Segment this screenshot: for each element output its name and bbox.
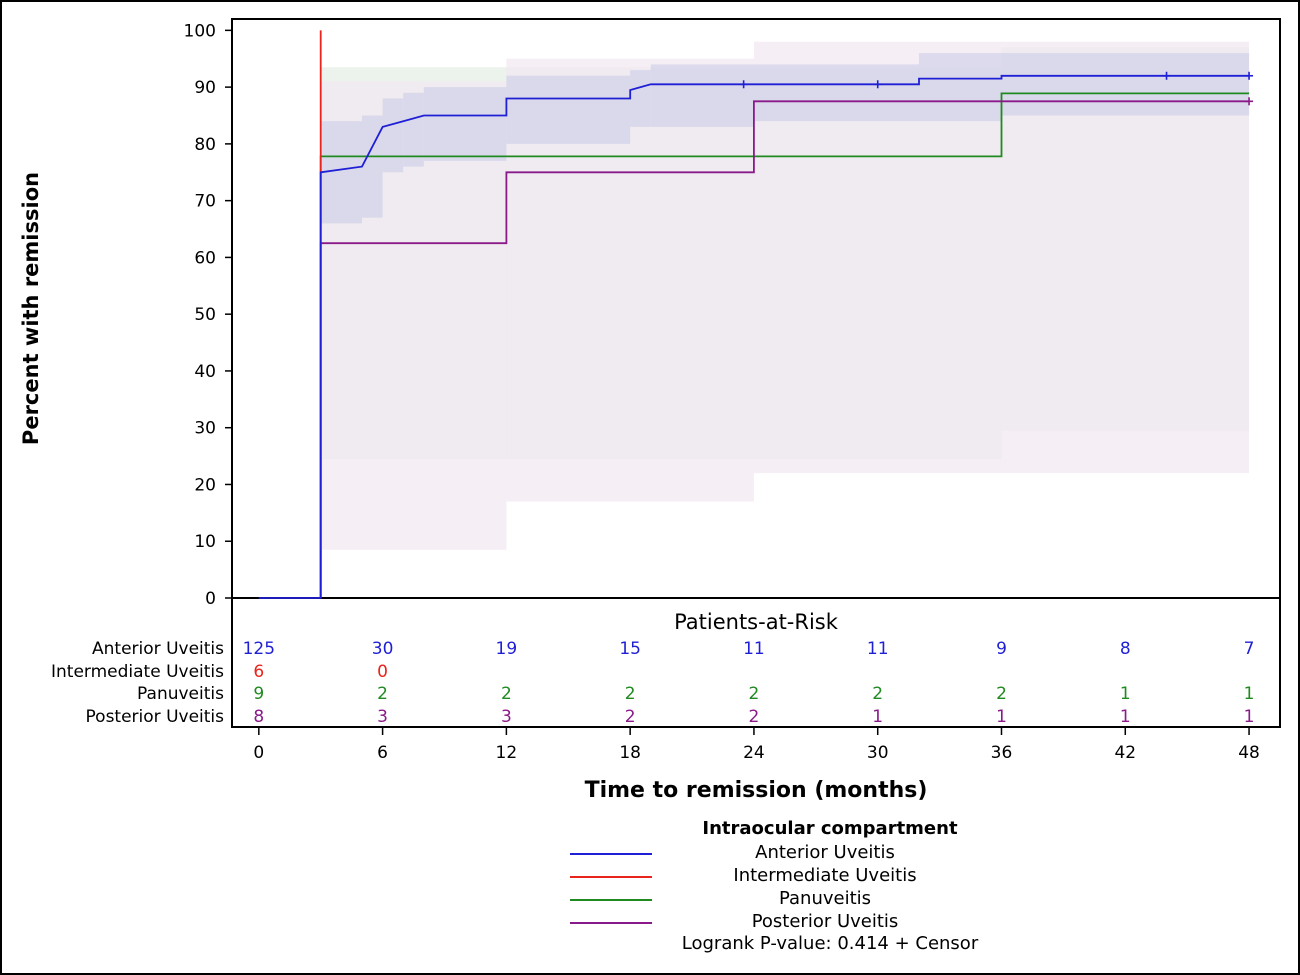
risk-count: 0 bbox=[377, 662, 388, 682]
y-tick-label: 90 bbox=[194, 78, 216, 98]
ci-band-anterior-uveitis bbox=[403, 92, 424, 167]
risk-count: 125 bbox=[243, 639, 275, 659]
plot-frame bbox=[231, 18, 1281, 728]
risk-row-label: Intermediate Uveitis bbox=[51, 662, 224, 682]
legend-item-posterior: Posterior Uveitis bbox=[560, 911, 1100, 934]
legend-swatch-panuveitis bbox=[570, 899, 652, 901]
risk-count: 1 bbox=[872, 707, 883, 727]
ci-band-anterior-uveitis bbox=[1001, 53, 1250, 116]
risk-count: 9 bbox=[996, 639, 1007, 659]
ci-band-anterior-uveitis bbox=[506, 75, 631, 144]
y-tick-label: 30 bbox=[194, 419, 216, 439]
risk-count: 6 bbox=[253, 662, 264, 682]
ci-band-anterior-uveitis bbox=[630, 70, 651, 127]
ci-band-anterior-uveitis bbox=[382, 98, 404, 173]
ci-band-anterior-uveitis bbox=[320, 121, 362, 224]
legend-item-intermediate: Intermediate Uveitis bbox=[560, 865, 1100, 888]
legend-item-anterior: Anterior Uveitis bbox=[560, 842, 1100, 865]
risk-count: 15 bbox=[619, 639, 641, 659]
y-tick-label: 20 bbox=[194, 475, 216, 495]
risk-row-label: Panuveitis bbox=[137, 684, 224, 704]
legend-title: Intraocular compartment bbox=[702, 818, 958, 839]
risk-count: 1 bbox=[1120, 684, 1131, 704]
legend-label-panuveitis: Panuveitis bbox=[778, 888, 872, 909]
risk-count: 30 bbox=[372, 639, 394, 659]
y-tick-label: 80 bbox=[194, 135, 216, 155]
ci-band-anterior-uveitis bbox=[753, 64, 919, 122]
x-tick-label: 30 bbox=[867, 743, 889, 763]
risk-count: 19 bbox=[496, 639, 518, 659]
y-tick-label: 100 bbox=[184, 21, 216, 41]
legend-swatch-intermediate bbox=[570, 876, 652, 878]
risk-count: 11 bbox=[867, 639, 889, 659]
risk-count: 2 bbox=[625, 707, 636, 727]
ci-band-anterior-uveitis bbox=[361, 115, 383, 218]
risk-row-label: Anterior Uveitis bbox=[92, 639, 224, 659]
risk-count: 2 bbox=[625, 684, 636, 704]
risk-count: 2 bbox=[377, 684, 388, 704]
risk-count: 1 bbox=[996, 707, 1007, 727]
x-tick-label: 42 bbox=[1114, 743, 1136, 763]
legend-label-posterior: Posterior Uveitis bbox=[751, 911, 899, 932]
x-tick-label: 48 bbox=[1238, 743, 1260, 763]
risk-count: 11 bbox=[743, 639, 765, 659]
risk-count: 3 bbox=[501, 707, 512, 727]
y-tick-label: 10 bbox=[194, 532, 216, 552]
risk-count: 2 bbox=[749, 707, 760, 727]
legend-label-intermediate: Intermediate Uveitis bbox=[733, 865, 917, 886]
risk-row-label: Posterior Uveitis bbox=[86, 707, 225, 727]
x-tick-label: 6 bbox=[377, 743, 388, 763]
legend: Intraocular compartment Anterior Uveitis… bbox=[560, 818, 1100, 968]
y-tick-label: 40 bbox=[194, 362, 216, 382]
y-axis-label: Percent with remission bbox=[19, 172, 43, 445]
legend-swatch-posterior bbox=[570, 922, 652, 924]
risk-count: 1 bbox=[1244, 707, 1255, 727]
risk-count: 3 bbox=[377, 707, 388, 727]
ci-band-anterior-uveitis bbox=[918, 53, 1002, 122]
x-tick-label: 24 bbox=[743, 743, 765, 763]
x-tick-label: 0 bbox=[253, 743, 264, 763]
risk-count: 1 bbox=[1244, 684, 1255, 704]
risk-count: 2 bbox=[501, 684, 512, 704]
x-axis-label: Time to remission (months) bbox=[585, 778, 928, 803]
ci-band-anterior-uveitis bbox=[423, 87, 507, 161]
legend-label-anterior: Anterior Uveitis bbox=[755, 842, 895, 863]
risk-count: 2 bbox=[872, 684, 883, 704]
risk-count: 9 bbox=[253, 684, 264, 704]
x-tick-label: 18 bbox=[619, 743, 641, 763]
x-tick-label: 12 bbox=[496, 743, 518, 763]
x-tick-label: 36 bbox=[991, 743, 1013, 763]
risk-count: 2 bbox=[996, 684, 1007, 704]
y-tick-label: 0 bbox=[205, 589, 216, 609]
risk-count: 1 bbox=[1120, 707, 1131, 727]
curve-anterior-uveitis bbox=[258, 74, 1250, 599]
risk-count: 8 bbox=[1120, 639, 1131, 659]
legend-item-panuveitis: Panuveitis bbox=[560, 888, 1100, 911]
risk-count: 8 bbox=[253, 707, 264, 727]
risk-count: 7 bbox=[1244, 639, 1255, 659]
logrank-footer: Logrank P-value: 0.414 + Censor bbox=[681, 933, 979, 954]
y-tick-label: 60 bbox=[194, 248, 216, 268]
legend-swatch-anterior bbox=[570, 853, 652, 855]
risk-count: 2 bbox=[749, 684, 760, 704]
ci-band-anterior-uveitis bbox=[650, 64, 754, 127]
risk-table-title: Patients-at-Risk bbox=[674, 610, 839, 634]
y-tick-label: 50 bbox=[194, 305, 216, 325]
y-tick-label: 70 bbox=[194, 192, 216, 212]
